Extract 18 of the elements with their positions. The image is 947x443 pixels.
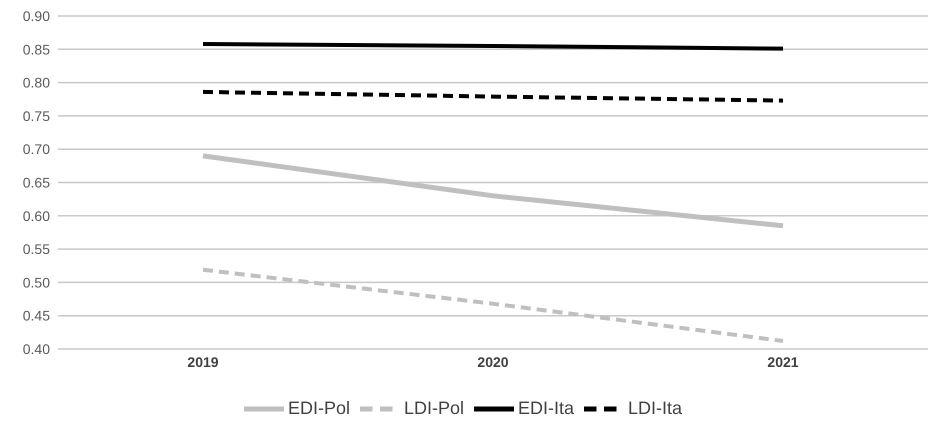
y-tick-label: 0.65 [22,174,50,190]
legend-label: EDI-Ita [518,398,574,418]
y-tick-label: 0.40 [22,340,50,357]
y-tick-label: 0.45 [22,308,50,324]
legend-label: LDI-Pol [404,398,464,418]
y-tick-label: 0.60 [22,208,50,224]
y-tick-label: 0.50 [22,274,50,290]
y-tick-label: 0.55 [22,241,50,258]
legend-label: EDI-Pol [288,398,350,418]
y-tick-label: 0.80 [22,74,50,91]
legend-label: LDI-Ita [628,398,682,418]
y-tick-label: 0.85 [22,41,50,58]
x-tick-label: 2020 [477,354,509,370]
y-tick-label: 0.70 [22,141,50,158]
y-tick-label: 0.75 [22,108,50,124]
x-tick-label: 2021 [767,354,799,370]
y-tick-label: 0.90 [22,8,50,24]
x-tick-label: 2019 [187,354,219,370]
